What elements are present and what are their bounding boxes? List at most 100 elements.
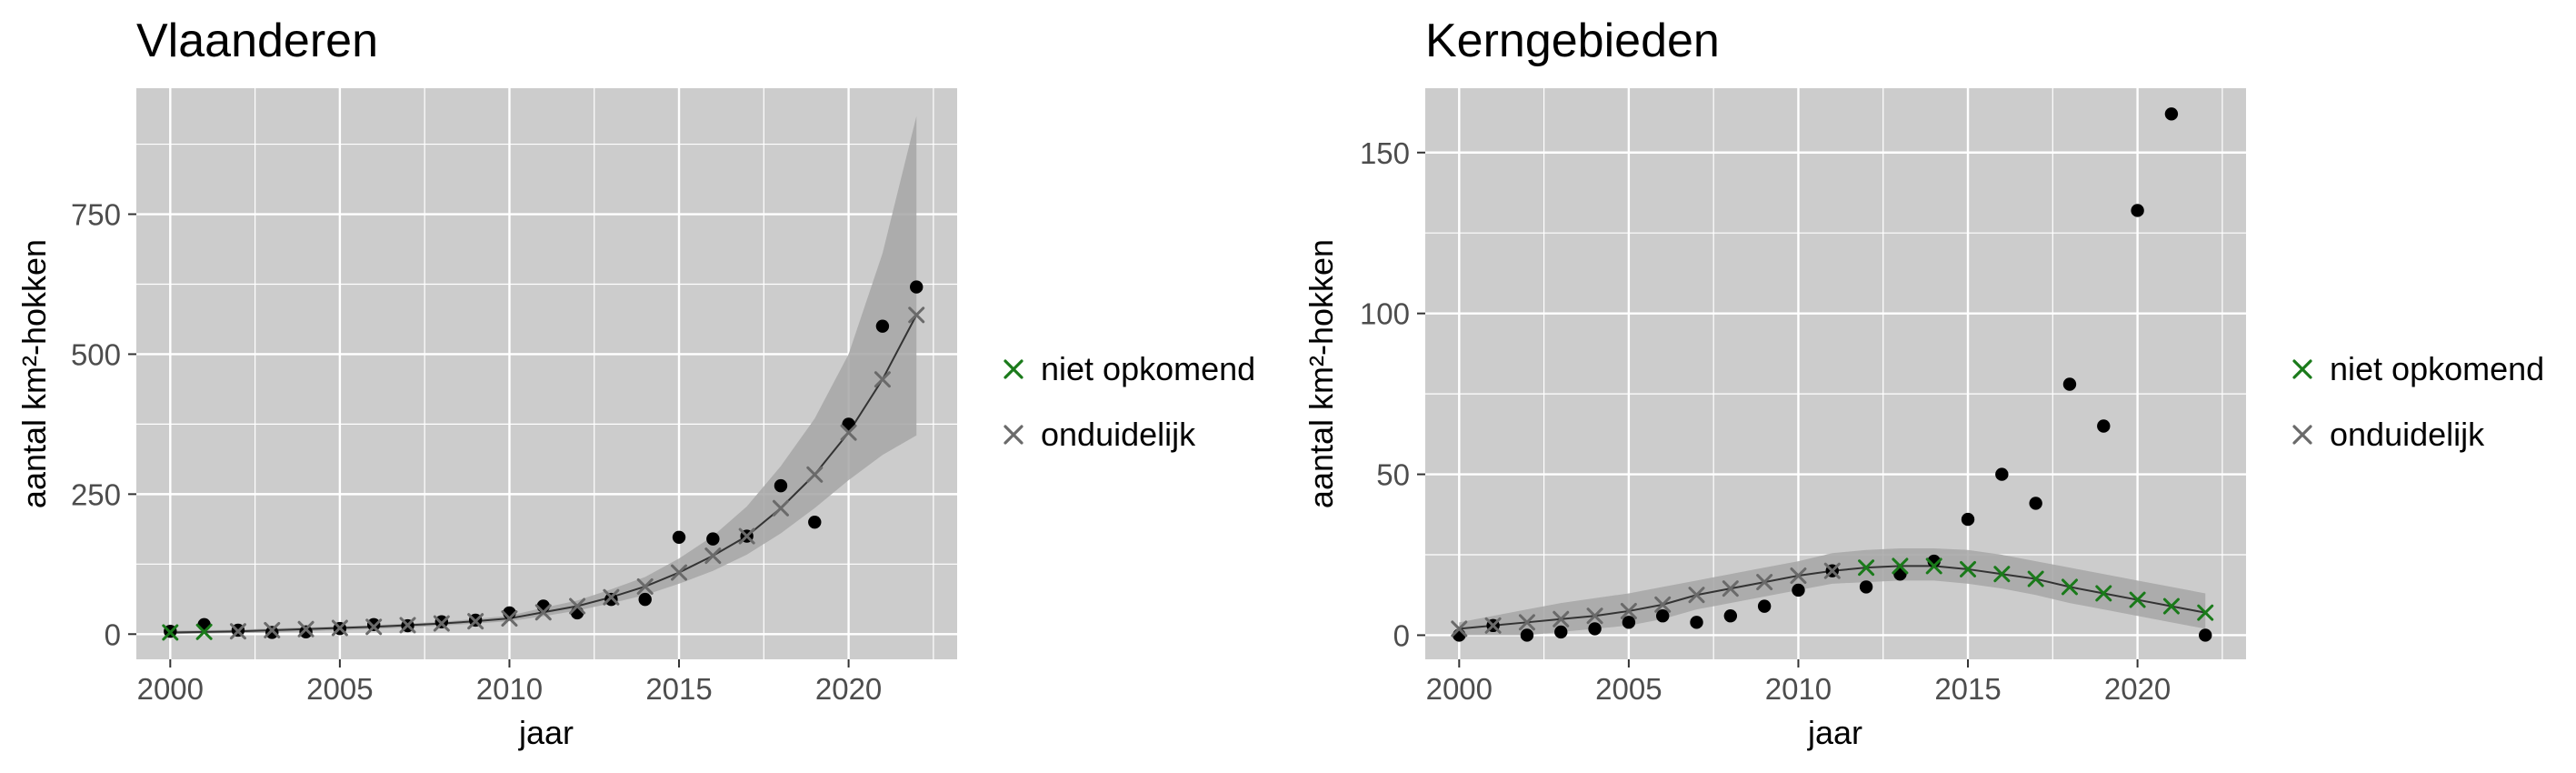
x-axis-ticks: 2000 2005 2010 2015 2020 [1426,659,2171,706]
chart-vlaanderen: Vlaanderen 2000 2005 2010 2015 2020 0 250 500 7… [15,15,1255,751]
trend-marker [1451,620,1468,637]
chart-title: Vlaanderen [136,15,378,67]
legend-label-onduidelijk: onduidelijk [1041,416,1196,453]
y-tick-label: 100 [1360,297,1410,331]
trend-marker [534,604,552,621]
observed-point [1622,616,1636,629]
trend-marker [603,588,620,606]
x-tick-label: 2000 [1426,672,1493,706]
observed-point [1859,580,1873,594]
observed-point [2029,497,2042,510]
observed-points-layer [1453,107,2212,642]
y-axis-ticks: 0 50 100 150 [1360,136,1425,652]
legend: niet opkomend onduidelijk [1003,350,1255,453]
trend-marker [2197,604,2214,621]
observed-point [1792,583,1805,597]
observed-point [875,319,890,333]
legend-marker-onduidelijk [2292,425,2312,445]
trend-marker [671,564,688,581]
observed-point [1690,616,1703,629]
x-tick-label: 2020 [815,672,882,706]
trend-marker [2162,597,2180,615]
trend-marker [1586,607,1603,625]
trend-marker [1620,602,1637,619]
legend-label-niet-opkomend: niet opkomend [1041,350,1255,387]
legend: niet opkomend onduidelijk [2292,350,2544,453]
trend-marker [636,577,654,595]
trend-markers-layer [1451,557,2214,637]
observed-point [265,626,279,639]
observed-point [910,280,924,294]
trend-markers-layer [162,306,925,641]
x-axis-ticks: 2000 2005 2010 2015 2020 [137,659,882,706]
trend-marker [2027,570,2044,587]
observed-point [1961,512,1975,527]
trend-marker [1993,566,2011,583]
trend-marker [297,620,315,637]
observed-point [1588,622,1602,636]
trend-marker [1654,596,1672,613]
observed-point [366,617,381,632]
y-tick-label: 250 [71,477,121,511]
trend-marker [2129,591,2146,608]
legend-label-niet-opkomend: niet opkomend [2330,350,2544,387]
observed-point [1723,609,1738,623]
trend-marker [1756,574,1773,591]
x-tick-label: 2015 [1934,672,2001,706]
trend-marker [162,624,179,641]
legend-key-niet-opkomend: niet opkomend [1003,350,1255,387]
trend-marker [195,623,213,640]
trend-marker [1553,610,1570,627]
trend-marker [806,466,824,483]
trend-marker [738,527,755,545]
trend-marker [569,597,586,615]
legend-marker-onduidelijk [1003,425,1023,445]
trend-marker [704,547,722,565]
y-tick-label: 750 [71,198,121,232]
plot-panel [136,88,957,659]
trend-marker [2061,578,2078,596]
trend-marker [1858,559,1875,577]
observed-point [2131,204,2144,217]
trend-marker [1518,614,1535,631]
observed-point [604,592,618,607]
observed-point [672,530,686,544]
legend-key-onduidelijk: onduidelijk [2292,416,2485,453]
trend-marker [2095,585,2112,602]
y-axis-ticks: 0 250 500 750 [71,198,136,651]
trend-marker [229,623,246,640]
trend-marker [467,613,484,630]
trend-marker [331,619,348,637]
legend-marker-niet-opkomend [2292,359,2312,379]
x-tick-label: 2000 [137,672,204,706]
observed-point [1554,625,1568,639]
y-tick-label: 50 [1376,458,1410,492]
trend-marker [908,306,925,324]
x-tick-label: 2020 [2104,672,2171,706]
x-tick-label: 2005 [306,672,373,706]
x-axis-title: jaar [518,714,574,751]
trend-marker [840,424,857,441]
observed-point [2164,107,2179,121]
trend-marker [433,615,450,632]
observed-point [2097,419,2111,433]
y-axis-title: aantal km²-hokken [1303,239,1340,508]
y-tick-label: 0 [105,617,121,651]
trend-marker [1790,567,1807,585]
observed-point [1655,609,1670,623]
observed-point [1520,628,1534,642]
chart-title: Kerngebieden [1425,15,1720,67]
trend-marker [1722,580,1739,597]
trend-marker [501,610,518,627]
trend-marker [399,617,416,634]
confidence-band-layer [1459,547,2206,636]
observed-point [1995,467,2009,481]
confidence-band [1459,547,2206,636]
y-tick-label: 500 [71,337,121,371]
trend-marker [1688,587,1705,604]
x-tick-label: 2015 [645,672,712,706]
observed-point [808,515,822,529]
y-axis-title: aantal km²-hokken [15,239,53,508]
observed-point [638,592,652,607]
